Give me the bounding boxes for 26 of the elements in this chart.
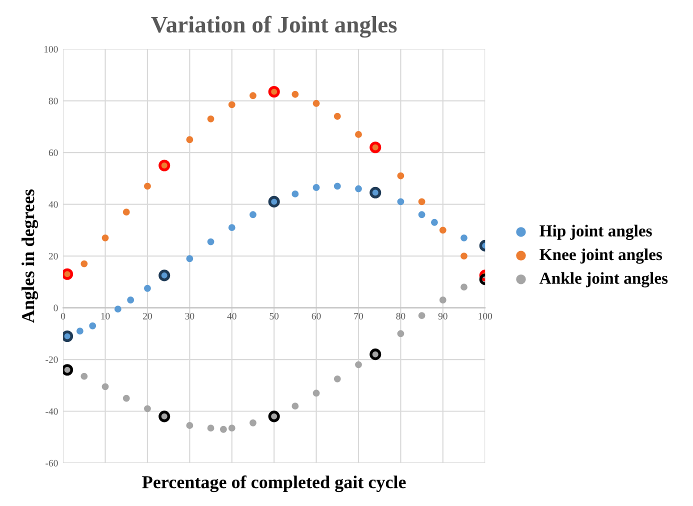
y-tick-label: 100 bbox=[44, 46, 58, 53]
x-tick-label: 10 bbox=[101, 312, 110, 320]
y-tick-label: -20 bbox=[46, 356, 58, 363]
x-tick-label: 50 bbox=[270, 312, 279, 320]
x-tick-label: 0 bbox=[61, 312, 66, 320]
y-tick-label: -60 bbox=[46, 460, 58, 466]
y-tick-label: 80 bbox=[48, 98, 58, 104]
y-tick-label: 0 bbox=[54, 304, 58, 312]
chart-title: Variation of Joint angles bbox=[151, 16, 397, 38]
legend-label: Hip joint angles bbox=[540, 224, 652, 240]
x-tick-label: 80 bbox=[396, 312, 406, 320]
y-tick-label: 60 bbox=[48, 149, 58, 156]
x-tick-label: 40 bbox=[227, 312, 236, 320]
y-tick-label: 20 bbox=[48, 252, 58, 260]
legend-label: Ankle joint angles bbox=[539, 272, 668, 288]
x-tick-label: 70 bbox=[354, 312, 363, 320]
x-tick-label: 60 bbox=[312, 312, 321, 320]
x-tick-label: 90 bbox=[438, 312, 448, 320]
x-tick-label: 100 bbox=[478, 312, 492, 320]
y-tick-label: 40 bbox=[48, 201, 58, 208]
x-tick-label: 20 bbox=[143, 312, 152, 320]
y-tick-label: -40 bbox=[46, 408, 58, 415]
x-tick-label: 30 bbox=[185, 312, 194, 320]
x-axis-title: Percentage of completed gait cycle bbox=[142, 475, 406, 492]
legend-label: Knee joint angles bbox=[540, 248, 662, 264]
y-axis-title: Angles in degrees bbox=[22, 189, 38, 323]
